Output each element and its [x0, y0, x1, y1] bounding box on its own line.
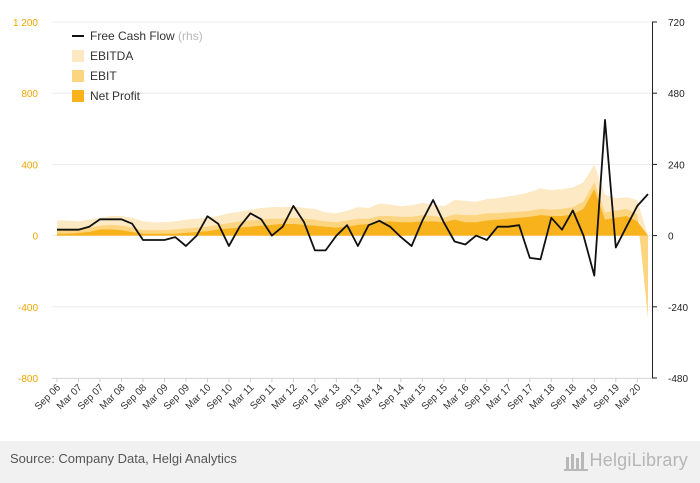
right-axis: 720 480 240 0 -240 -480: [652, 18, 688, 385]
left-tick-label: -400: [18, 303, 38, 314]
left-tick-label: 800: [21, 89, 38, 100]
left-axis: 1 200 800 400 0 -400 -800: [13, 18, 38, 385]
source-text: Source: Company Data, Helgi Analytics: [10, 451, 237, 466]
legend-label: Net Profit: [90, 89, 141, 103]
areas: [57, 164, 648, 318]
right-tick-label: -240: [668, 303, 688, 314]
fcf-line-group: [57, 119, 649, 277]
right-tick-label: 240: [668, 160, 685, 171]
legend-label: EBITDA: [90, 49, 133, 63]
legend-label: EBIT: [90, 69, 117, 83]
left-tick-label: 1 200: [13, 18, 38, 29]
area-net-profit: [57, 189, 648, 236]
footer: Source: Company Data, Helgi Analytics He…: [0, 441, 700, 483]
right-tick-label: 480: [668, 89, 685, 100]
line-free-cash-flow: [57, 119, 649, 277]
legend: Free Cash Flow (rhs) EBITDA EBIT Net Profit: [72, 29, 203, 103]
legend-swatch: [72, 50, 84, 62]
legend-label: Free Cash Flow (rhs): [90, 29, 203, 43]
library-icon: [563, 452, 588, 471]
legend-swatch: [72, 70, 84, 82]
area-ebit: [57, 182, 648, 318]
right-tick-label: 720: [668, 18, 685, 29]
legend-note: (rhs): [178, 29, 203, 43]
right-tick-label: -480: [668, 374, 688, 385]
logo-text: HelgiLibrary: [589, 449, 688, 470]
right-tick-label: 0: [668, 232, 674, 243]
left-tick-label: -800: [18, 374, 38, 385]
helgi-library-logo: HelgiLibrary: [563, 449, 688, 471]
legend-swatch: [72, 90, 84, 102]
left-tick-label: 400: [21, 160, 38, 171]
left-tick-label: 0: [32, 232, 38, 243]
